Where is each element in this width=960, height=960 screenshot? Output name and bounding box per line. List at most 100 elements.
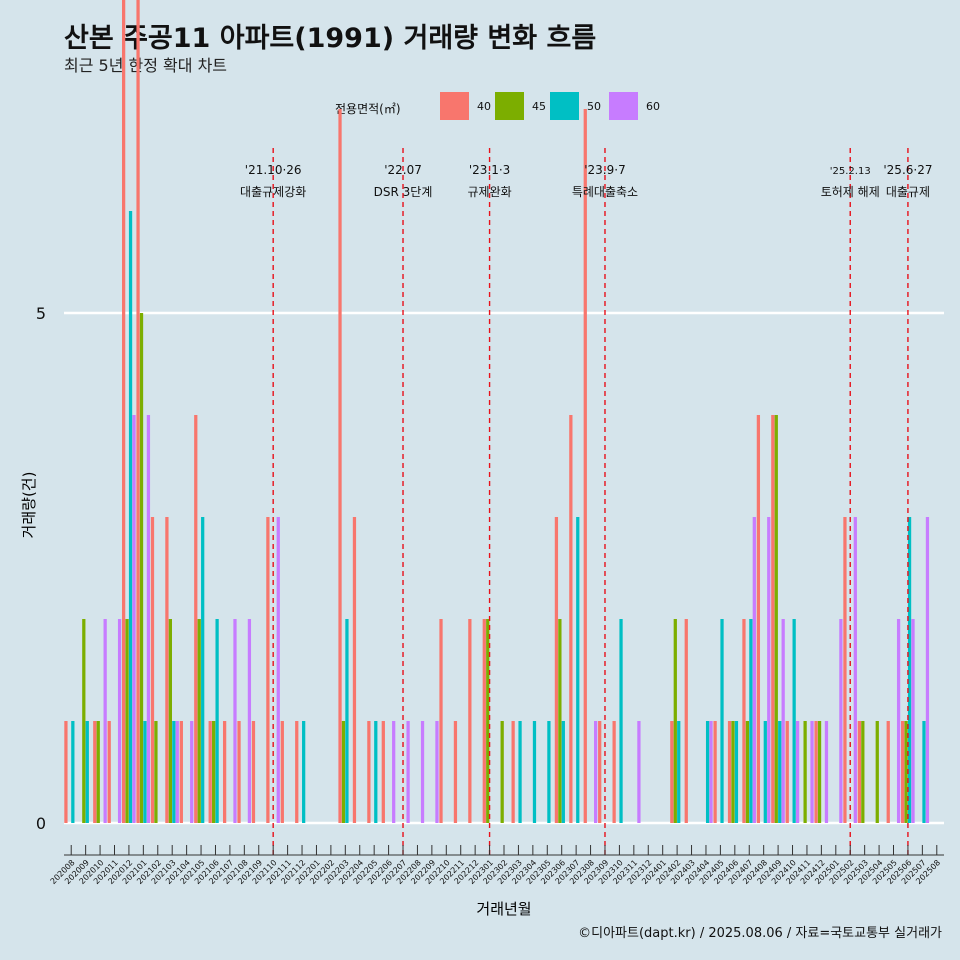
bar-40-202011 xyxy=(107,721,111,823)
bar-50-202012 xyxy=(128,211,133,823)
bar-40-202409 xyxy=(771,415,775,823)
chart-title: 산본 주공11 아파트(1991) 거래량 변화 흐름 xyxy=(64,23,597,54)
bar-40-202303 xyxy=(511,721,515,823)
bar-40-202104 xyxy=(179,721,183,823)
bar-50-202405 xyxy=(720,619,724,823)
bar-45-202203 xyxy=(341,721,346,823)
bar-40-202101 xyxy=(136,0,140,823)
bar-50-202506 xyxy=(907,517,912,823)
bar-40-202502 xyxy=(843,517,847,823)
bar-45-202012 xyxy=(125,619,129,823)
bar-40-202205 xyxy=(367,721,371,823)
bar-40-202108 xyxy=(237,721,241,823)
y-axis-title: 거래량(건) xyxy=(20,472,38,539)
bar-50-202409 xyxy=(778,721,782,823)
bar-50-202306 xyxy=(561,721,565,823)
bar-40-202210 xyxy=(439,619,443,823)
bar-50-202406 xyxy=(734,721,739,823)
event-desc-label: 규제완화 xyxy=(467,185,511,199)
event-date-label: '21.10·26 xyxy=(245,163,302,177)
bar-40-202306 xyxy=(554,517,559,823)
bar-45-202301 xyxy=(486,619,490,823)
legend-swatch-40 xyxy=(440,92,469,120)
bar-60-202408 xyxy=(767,517,771,823)
bar-45-202402 xyxy=(673,619,677,823)
bar-40-202008 xyxy=(64,721,68,823)
bar-45-202412 xyxy=(817,721,822,823)
bar-40-202203 xyxy=(338,109,342,823)
bar-60-202101 xyxy=(146,415,151,823)
chart-subtitle: 최근 5년 한정 확대 차트 xyxy=(64,56,228,75)
bar-60-202012 xyxy=(132,415,136,823)
y-tick-label: 0 xyxy=(36,814,46,833)
bar-50-202103 xyxy=(172,721,176,823)
bar-50-202507 xyxy=(922,721,926,823)
bar-60-202311 xyxy=(637,721,641,823)
bar-40-202109 xyxy=(251,721,256,823)
bar-40-202506 xyxy=(901,721,905,823)
bar-60-202410 xyxy=(795,721,800,823)
bar-45-202010 xyxy=(96,721,100,823)
bar-50-202404 xyxy=(705,721,710,823)
bar-60-202308 xyxy=(594,721,598,823)
event-desc-label: 대출규제 xyxy=(886,185,930,199)
legend-label-50: 50 xyxy=(587,100,601,113)
bar-50-202101 xyxy=(143,721,147,823)
bar-45-202009 xyxy=(82,619,86,823)
bar-40-202112 xyxy=(295,721,299,823)
legend-label-45: 45 xyxy=(532,100,546,113)
bar-40-202406 xyxy=(727,721,732,823)
bar-60-202206 xyxy=(392,721,396,823)
bar-50-202303 xyxy=(518,721,522,823)
legend: 전용면적(㎡) 40 45 50 60 xyxy=(0,92,960,122)
legend-label-40: 40 xyxy=(477,100,491,113)
bar-60-202502 xyxy=(853,517,857,823)
event-date-label: '23.9·7 xyxy=(584,163,625,177)
event-date-label: '23.1·3 xyxy=(469,163,510,177)
bar-45-202406 xyxy=(731,721,735,823)
bar-40-202111 xyxy=(280,721,284,823)
bar-40-202206 xyxy=(381,721,385,823)
bar-40-202110 xyxy=(266,517,270,823)
bar-50-202008 xyxy=(71,721,75,823)
events-layer: '21.10·26 대출규제강화 '22.07 DSR 3단계 '23.1·3 규제완화 '… xyxy=(240,148,932,855)
bar-45-202103 xyxy=(168,619,172,823)
bar-40-202012 xyxy=(122,0,126,823)
bar-60-202501 xyxy=(839,619,843,823)
bar-50-202402 xyxy=(677,721,681,823)
bar-45-202503 xyxy=(861,721,865,823)
bar-50-202407 xyxy=(749,619,753,823)
bar-60-202507 xyxy=(925,517,930,823)
event-desc-label: DSR 3단계 xyxy=(374,185,433,199)
bar-50-202408 xyxy=(763,721,767,823)
bar-40-202405 xyxy=(713,721,717,823)
axis-layer: 0510202008202009202010202011202012202101… xyxy=(36,304,944,886)
bar-40-202402 xyxy=(670,721,674,823)
bar-60-202409 xyxy=(781,619,785,823)
event-date-label: '25.6·27 xyxy=(883,163,932,177)
bar-50-202305 xyxy=(547,721,551,823)
bar-45-202504 xyxy=(875,721,879,823)
event-date-label: '22.07 xyxy=(384,163,422,177)
bar-60-202411 xyxy=(810,721,814,823)
bar-50-202106 xyxy=(215,619,219,823)
bar-50-202304 xyxy=(532,721,537,823)
bar-40-202308 xyxy=(583,109,587,823)
bar-40-202204 xyxy=(352,517,357,823)
bar-60-202209 xyxy=(435,721,439,823)
bar-40-202105 xyxy=(194,415,198,823)
bar-50-202410 xyxy=(792,619,796,823)
bar-50-202203 xyxy=(345,619,349,823)
bar-40-202010 xyxy=(93,721,97,823)
bar-60-202506 xyxy=(911,619,915,823)
bar-45-202306 xyxy=(558,619,562,823)
bar-40-202407 xyxy=(742,619,746,823)
bar-40-202106 xyxy=(208,721,212,823)
bar-45-202106 xyxy=(212,721,216,823)
bar-40-202211 xyxy=(453,721,458,823)
x-axis-title: 거래년월 xyxy=(476,900,531,918)
bar-50-202205 xyxy=(374,721,378,823)
bar-40-202310 xyxy=(612,721,616,823)
bar-40-202309 xyxy=(598,721,602,823)
legend-title: 전용면적(㎡) xyxy=(335,102,401,116)
